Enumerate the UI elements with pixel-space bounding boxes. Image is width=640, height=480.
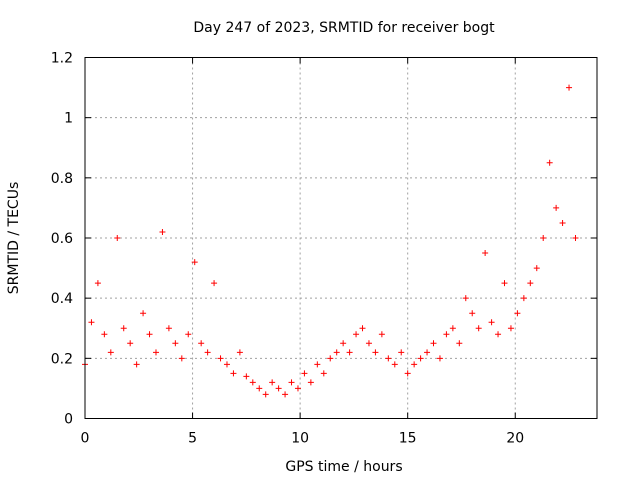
x-axis: 0 5 10 15 20 [81, 57, 524, 447]
data-point [172, 340, 179, 347]
y-tick-label: 1 [64, 111, 73, 127]
data-point [282, 391, 289, 398]
data-point [449, 325, 456, 332]
data-point [417, 355, 424, 362]
data-point [133, 361, 140, 368]
x-tick-label: 0 [81, 431, 90, 447]
data-point [333, 349, 340, 356]
data-point [152, 349, 159, 356]
data-point [398, 349, 405, 356]
data-point [572, 235, 579, 241]
x-axis-label: GPS time / hours [285, 459, 402, 475]
data-point [456, 340, 463, 347]
grid [85, 57, 597, 419]
data-point [559, 219, 566, 226]
data-point [178, 355, 185, 362]
data-point [320, 370, 327, 377]
data-point [88, 319, 95, 326]
data-point [482, 250, 489, 257]
data-point [533, 265, 540, 272]
data-point [288, 379, 295, 386]
data-point [94, 280, 101, 287]
data-point [101, 331, 108, 338]
data-point [120, 325, 127, 332]
y-tick-label: 0.4 [51, 291, 73, 307]
data-point [256, 385, 263, 392]
data-point [114, 235, 121, 241]
data-point [495, 331, 502, 338]
y-axis: 0 0.2 0.4 0.6 0.8 1 1.2 [51, 51, 597, 428]
data-point [359, 325, 366, 332]
data-points [82, 84, 579, 398]
data-point [430, 340, 437, 347]
data-point [217, 355, 224, 362]
data-point [546, 159, 553, 166]
data-point [520, 295, 527, 302]
data-point [198, 340, 205, 347]
data-point [204, 349, 211, 356]
data-point [353, 331, 360, 338]
data-point [404, 370, 411, 377]
data-point [262, 391, 269, 398]
data-point [436, 355, 443, 362]
data-point [314, 361, 321, 368]
data-point [140, 310, 147, 317]
data-point [249, 379, 256, 386]
y-tick-label: 0.8 [51, 171, 73, 187]
data-point [378, 331, 385, 338]
x-tick-label: 15 [399, 431, 417, 447]
data-point [327, 355, 334, 362]
data-point [211, 280, 218, 287]
data-point [269, 379, 276, 386]
data-point [307, 379, 314, 386]
data-point [501, 280, 508, 287]
y-tick-label: 0.6 [51, 231, 73, 247]
data-point [230, 370, 237, 377]
data-point [424, 349, 431, 356]
data-point [514, 310, 521, 317]
data-point [340, 340, 347, 347]
data-point [443, 331, 450, 338]
y-tick-label: 1.2 [51, 51, 73, 67]
x-tick-label: 10 [291, 431, 309, 447]
data-point [527, 280, 534, 287]
data-point [553, 204, 560, 211]
data-point [223, 361, 230, 368]
data-point [191, 259, 198, 266]
data-point [469, 310, 476, 317]
data-point [475, 325, 482, 332]
y-axis-label: SRMTID / TECUs [6, 182, 22, 295]
x-tick-label: 5 [188, 431, 197, 447]
data-point [372, 349, 379, 356]
data-point [236, 349, 243, 356]
data-point [507, 325, 514, 332]
chart-title: Day 247 of 2023, SRMTID for receiver bog… [193, 20, 495, 36]
data-point [294, 385, 301, 392]
data-point [165, 325, 172, 332]
y-tick-label: 0.2 [51, 351, 73, 367]
y-tick-label: 0 [64, 412, 73, 428]
data-point [385, 355, 392, 362]
data-point [462, 295, 469, 302]
x-tick-label: 20 [506, 431, 524, 447]
data-point [488, 319, 495, 326]
data-point [365, 340, 372, 347]
data-point [301, 370, 308, 377]
data-point [127, 340, 134, 347]
data-point [185, 331, 192, 338]
data-point [346, 349, 353, 356]
data-point [243, 373, 250, 380]
data-point [391, 361, 398, 368]
data-point [107, 349, 114, 356]
data-point [411, 361, 418, 368]
data-point [540, 235, 547, 241]
data-point [159, 228, 166, 235]
data-point [566, 84, 573, 91]
data-point [275, 385, 282, 392]
data-point [146, 331, 153, 338]
